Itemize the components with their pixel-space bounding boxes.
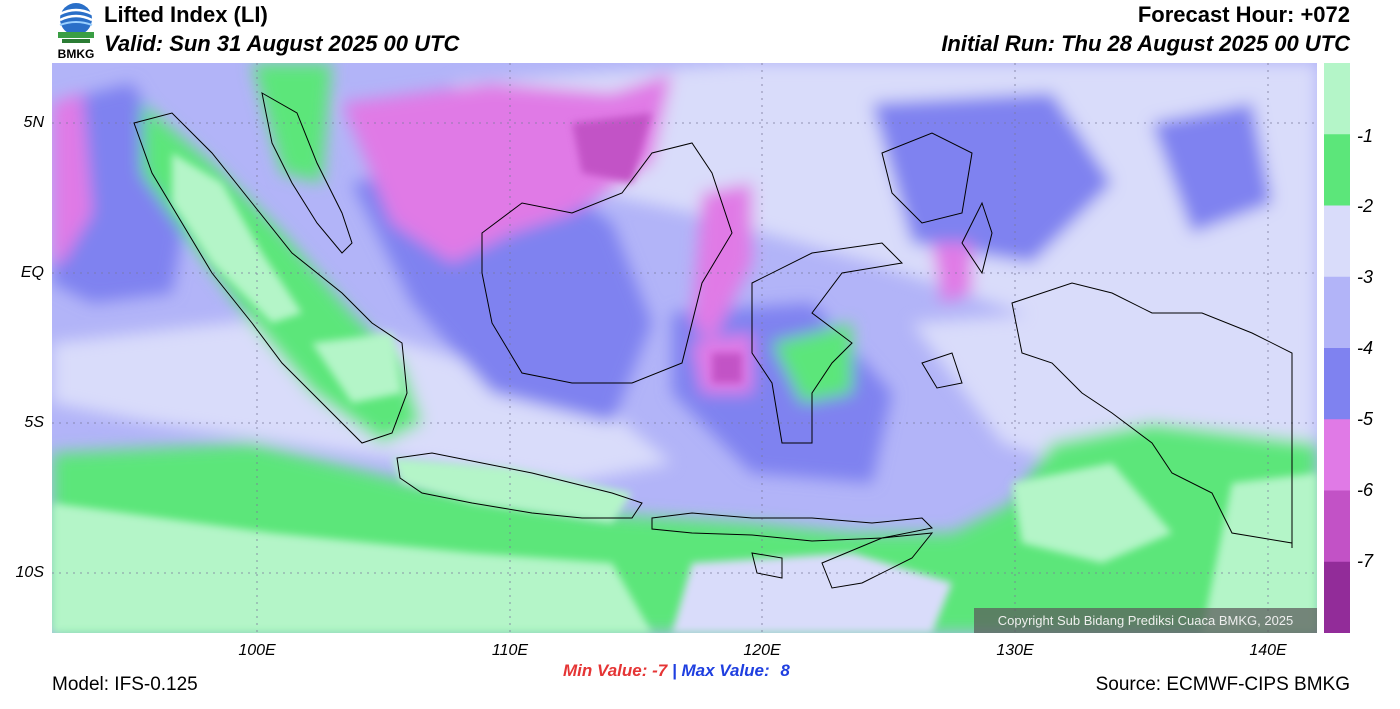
y-tick-5n: 5N (23, 114, 44, 131)
colorbar-label: -5 (1357, 409, 1374, 429)
logo-text: BMKG (58, 47, 95, 60)
x-tick-130e: 130E (996, 642, 1034, 659)
colorbar-label: -1 (1357, 126, 1374, 146)
min-value-label: Min Value: (563, 661, 648, 680)
colorbar-segment (1324, 134, 1350, 206)
map-title: Lifted Index (LI) (104, 2, 268, 27)
colorbar-label: -7 (1357, 551, 1374, 571)
source-label: Source: ECMWF-CIPS BMKG (1095, 674, 1350, 695)
y-tick-5s: 5S (24, 414, 44, 431)
initial-run: Initial Run: Thu 28 August 2025 00 UTC (941, 31, 1350, 56)
colorbar-segment (1324, 419, 1350, 491)
colorbar-label: -3 (1357, 267, 1374, 287)
lifted-index-map (52, 63, 1317, 633)
colorbar-segment (1324, 205, 1350, 278)
forecast-hour: Forecast Hour: +072 (1137, 2, 1350, 27)
x-tick-120e: 120E (743, 642, 781, 659)
y-tick-10s: 10S (15, 564, 44, 581)
colorbar-segment (1324, 276, 1350, 349)
colorbar-segment (1324, 561, 1350, 633)
x-tick-100e: 100E (238, 642, 276, 659)
colorbar-segment (1324, 348, 1350, 420)
x-tick-110e: 110E (491, 642, 529, 659)
colorbar-label: -2 (1357, 196, 1374, 216)
max-value: 8 (780, 661, 790, 680)
coastlines (133, 92, 1293, 589)
max-value-label: Max Value: (681, 661, 770, 680)
valid-time: Valid: Sun 31 August 2025 00 UTC (104, 31, 460, 56)
bmkg-logo: BMKG (58, 3, 95, 60)
x-tick-140e: 140E (1249, 642, 1287, 659)
colorbar-label: -4 (1357, 338, 1374, 358)
colorbar-label: -6 (1357, 480, 1374, 500)
colorbar-segment (1324, 63, 1350, 135)
graticule (52, 63, 1317, 633)
copyright-notice: Copyright Sub Bidang Prediksi Cuaca BMKG… (974, 608, 1317, 633)
min-max-values: Min Value: -7 | Max Value: 8 (563, 661, 790, 681)
colorbar (1324, 63, 1350, 633)
model-label: Model: IFS-0.125 (52, 674, 198, 695)
min-value: -7 (652, 661, 668, 680)
colorbar-segment (1324, 490, 1350, 563)
stats-separator: | (671, 661, 677, 680)
y-tick-eq: EQ (20, 264, 44, 281)
